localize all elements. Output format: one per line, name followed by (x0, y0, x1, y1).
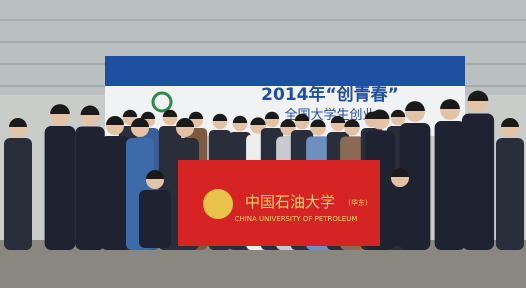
backdrop-header (105, 56, 465, 86)
person-body (462, 114, 494, 251)
photo: 2014年“创青春” 全国大学生创业 中国石油大学 (华东) CHINA UNI… (0, 0, 526, 288)
person-body (45, 126, 76, 250)
banner-note: (华东) (348, 198, 368, 207)
banner-emblem (203, 189, 233, 219)
kneeling-body (139, 190, 171, 248)
person-body (101, 136, 129, 250)
backdrop-title: 2014年“创青春” (261, 84, 399, 105)
banner-english: CHINA UNIVERSITY OF PETROLEUM (235, 215, 358, 223)
person-body (4, 138, 32, 250)
kneeling-body (384, 188, 416, 246)
person-body (435, 121, 466, 250)
person-body (496, 138, 524, 250)
banner-name: 中国石油大学 (245, 193, 335, 211)
person-body (75, 127, 104, 251)
